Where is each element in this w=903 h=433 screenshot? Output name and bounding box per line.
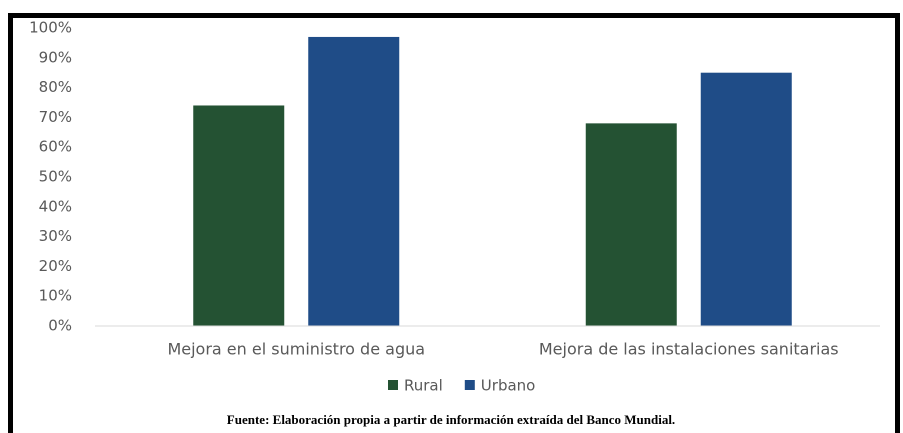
legend-swatch — [388, 380, 398, 390]
y-tick-label: 50% — [39, 168, 72, 186]
x-tick-label: Mejora de las instalaciones sanitarias — [539, 340, 839, 359]
legend-label: Urbano — [481, 377, 536, 395]
source-note: Fuente: Elaboración propia a partir de i… — [227, 412, 675, 427]
bar — [700, 72, 792, 326]
bar — [585, 123, 677, 326]
bar — [308, 36, 400, 326]
y-tick-label: 20% — [39, 257, 72, 275]
legend-swatch — [464, 380, 475, 390]
y-tick-label: 90% — [39, 48, 72, 66]
frame-top — [8, 13, 900, 18]
bar — [193, 105, 285, 326]
y-tick-label: 70% — [39, 108, 72, 126]
frame-left — [8, 13, 13, 433]
y-tick-label: 100% — [29, 19, 72, 37]
y-tick-label: 80% — [39, 78, 72, 96]
y-tick-label: 60% — [39, 138, 72, 156]
frame-right — [895, 13, 900, 433]
y-tick-label: 30% — [39, 227, 72, 245]
x-tick-label: Mejora en el suministro de agua — [167, 340, 425, 359]
legend-label: Rural — [404, 377, 443, 395]
y-tick-label: 0% — [48, 317, 72, 335]
y-tick-label: 10% — [39, 287, 72, 305]
y-tick-label: 40% — [39, 197, 72, 215]
